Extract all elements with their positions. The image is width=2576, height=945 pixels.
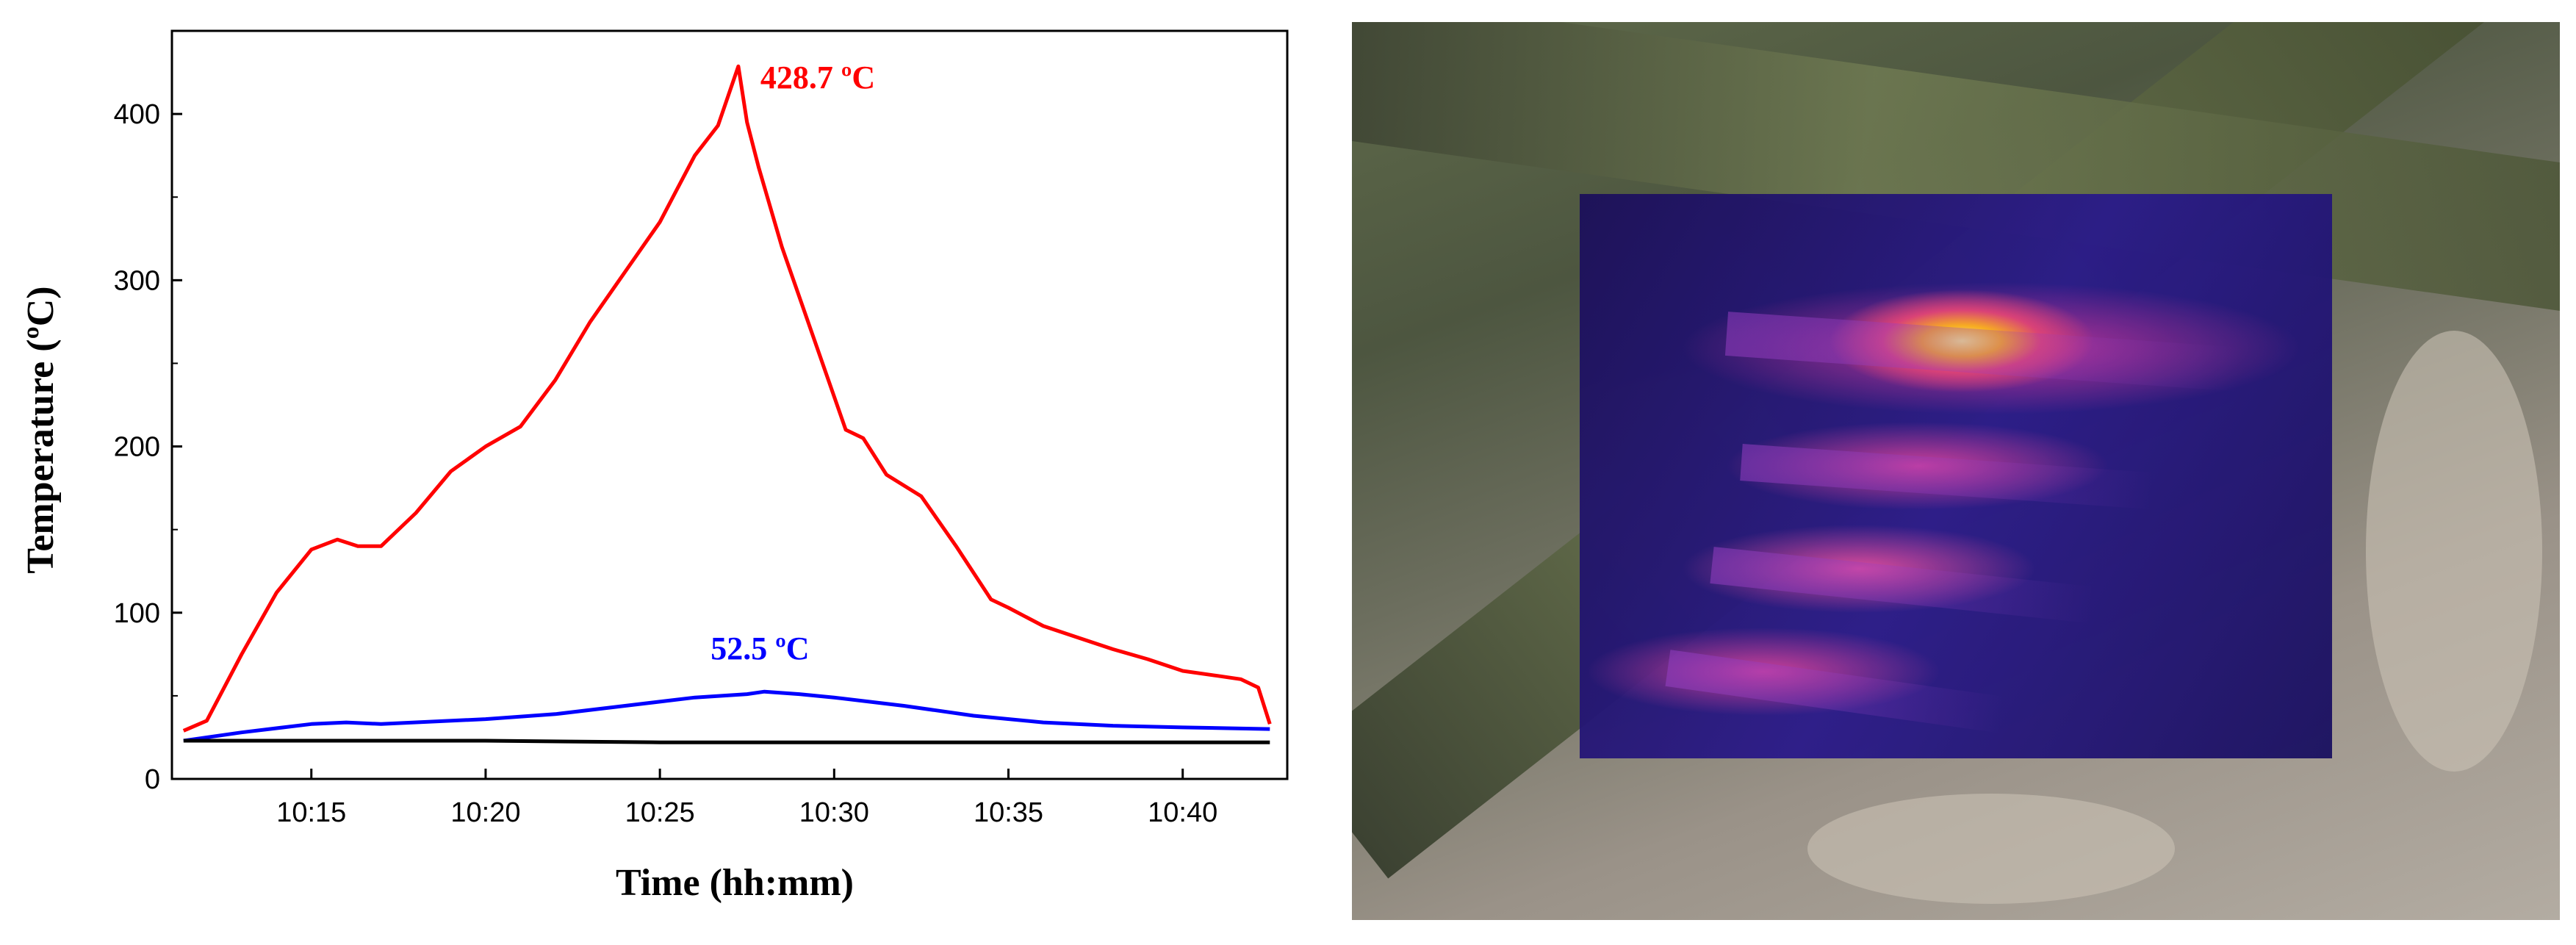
series-line-3 bbox=[183, 739, 1270, 744]
x-tick-label: 10:40 bbox=[1148, 797, 1217, 828]
gravel-area bbox=[1807, 794, 2175, 904]
y-tick-label: 100 bbox=[114, 598, 160, 629]
thermal-image-overlay bbox=[1580, 194, 2332, 758]
x-tick-label: 10:30 bbox=[799, 797, 869, 828]
plot-area: 0 100 200 300 400 10:15 10:20 10:25 10:30 10:35 10… bbox=[114, 29, 1289, 828]
y-tick-label: 300 bbox=[114, 265, 160, 296]
x-tick-label: 10:20 bbox=[450, 797, 520, 828]
y-tick-label: 400 bbox=[114, 99, 160, 130]
heat-fin bbox=[1740, 444, 2154, 510]
x-tick-label: 10:25 bbox=[625, 797, 695, 828]
x-axis-title: Time (hh:mm) bbox=[616, 862, 854, 904]
x-tick-label: 10:35 bbox=[974, 797, 1043, 828]
temperature-chart: 0 100 200 300 400 10:15 10:20 10:25 10:30 10:35 10… bbox=[20, 29, 1289, 904]
series-line-1 bbox=[182, 64, 1272, 733]
gravel-area bbox=[2366, 331, 2542, 772]
peak-annotation: 428.7 ºC bbox=[760, 60, 875, 96]
series-line-2 bbox=[183, 689, 1270, 743]
heat-fin bbox=[1724, 312, 2242, 392]
plot-frame bbox=[170, 29, 1289, 780]
heat-fin bbox=[1665, 650, 2006, 733]
y-axis-title: Temperature (ºC) bbox=[20, 286, 62, 573]
y-tick-label: 0 bbox=[145, 764, 160, 795]
thermal-photo bbox=[1352, 22, 2560, 920]
y-tick-label: 200 bbox=[114, 432, 160, 463]
peak-annotation: 52.5 ºC bbox=[710, 630, 809, 666]
heat-fin bbox=[1710, 547, 2094, 624]
x-tick-label: 10:15 bbox=[276, 797, 346, 828]
